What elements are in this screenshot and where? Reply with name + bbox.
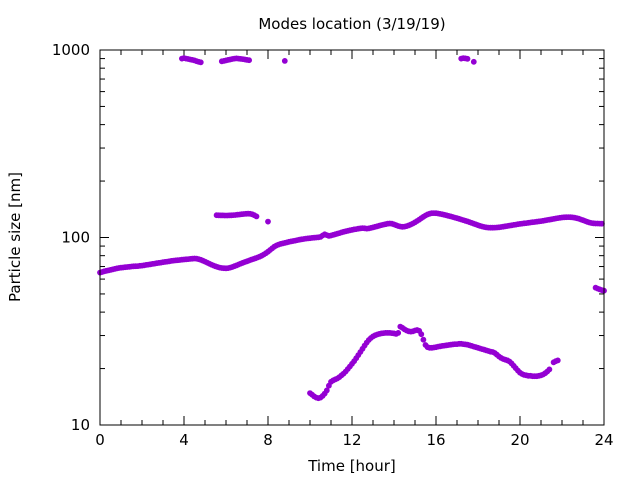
data-point [265, 218, 271, 225]
x-tick-label: 20 [510, 431, 529, 449]
x-tick-label: 4 [179, 431, 189, 449]
data-points [97, 55, 607, 402]
data-point [470, 58, 477, 65]
x-tick-label: 8 [263, 431, 273, 449]
data-point [246, 57, 252, 64]
data-point [546, 366, 553, 373]
data-point [395, 329, 402, 336]
data-point [197, 59, 204, 66]
x-tick-label: 12 [342, 431, 361, 449]
plot-frame [99, 49, 605, 426]
x-tick-label: 24 [594, 431, 613, 449]
data-point [420, 336, 427, 343]
data-point [554, 357, 561, 364]
x-tick-label: 16 [426, 431, 445, 449]
y-tick-label: 1000 [52, 41, 90, 59]
chart-title: Modes location (3/19/19) [258, 15, 445, 33]
y-axis-label: Particle size [nm] [6, 172, 24, 302]
axis-ticks [99, 49, 605, 426]
data-point [464, 55, 471, 62]
y-tick-label: 10 [71, 416, 90, 434]
x-tick-label: 0 [95, 431, 105, 449]
data-point [599, 220, 605, 227]
x-axis-label: Time [hour] [307, 457, 396, 475]
data-point [253, 213, 260, 220]
data-point [323, 387, 330, 394]
data-point [418, 331, 425, 338]
y-tick-label: 100 [61, 229, 90, 247]
axis-tick-labels: 0 4 8 12 16 20 24 10 100 1000 [52, 41, 614, 449]
data-point [281, 58, 288, 64]
